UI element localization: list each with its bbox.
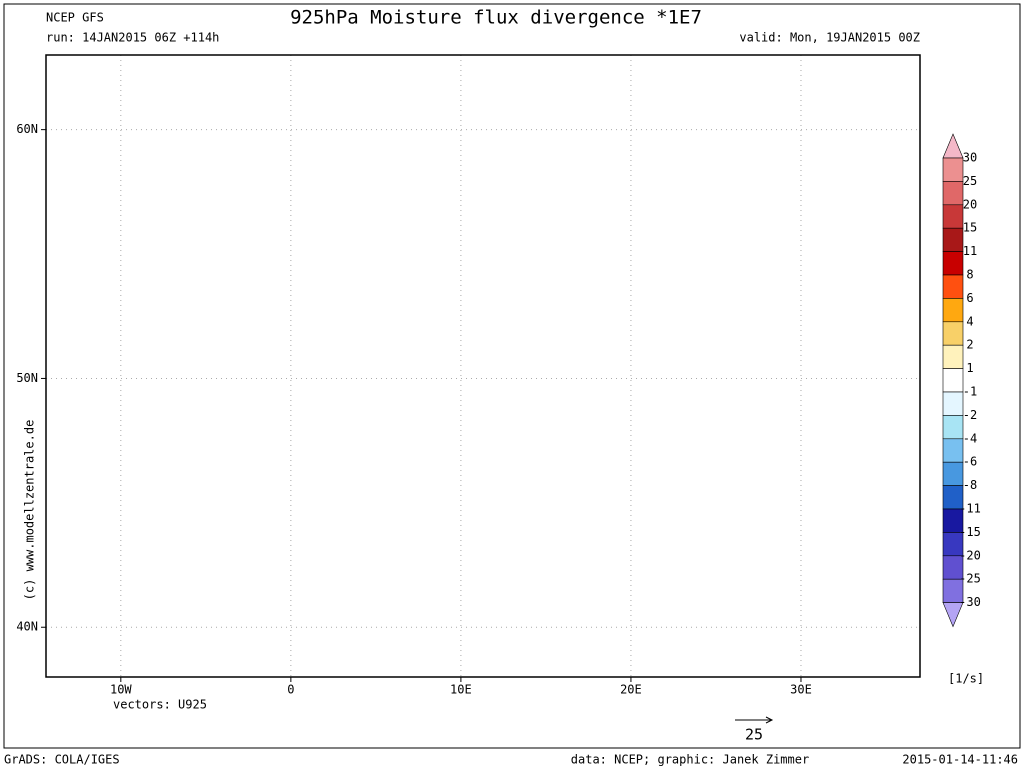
- colorbar-label: -6: [963, 455, 977, 469]
- reference-arrowhead: [765, 716, 774, 724]
- colorbar-label: -20: [959, 548, 981, 562]
- run-info: run: 14JAN2015 06Z +114h: [46, 31, 219, 45]
- colorbar-band: [942, 298, 964, 323]
- source-credit: data: NCEP; graphic: Janek Zimmer: [571, 753, 809, 767]
- colorbar-band: [942, 274, 964, 299]
- x-tick-label: 10E: [450, 683, 472, 697]
- y-tick-label: 40N: [16, 620, 38, 634]
- colorbar-label: 8: [966, 268, 973, 282]
- colorbar-label: 6: [966, 291, 973, 305]
- colorbar-label: 20: [963, 197, 977, 211]
- colorbar-band: [942, 227, 964, 252]
- colorbar-unit: [1/s]: [948, 672, 984, 686]
- colorbar-band: [942, 321, 964, 346]
- colorbar-band: [942, 204, 964, 229]
- colorbar-label: 4: [966, 314, 973, 328]
- colorbar-band: [942, 391, 964, 416]
- valid-time: valid: Mon, 19JAN2015 00Z: [739, 31, 920, 45]
- colorbar-band: [942, 181, 964, 206]
- colorbar-label: 2: [966, 338, 973, 352]
- colorbar-band: [942, 344, 964, 369]
- x-tick-label: 20E: [620, 683, 642, 697]
- colorbar-band: [942, 368, 964, 393]
- y-tick-label: 50N: [16, 371, 38, 385]
- frame: [3, 3, 1021, 749]
- colorbar-label: 11: [963, 244, 977, 258]
- title: 925hPa Moisture flux divergence *1E7: [290, 7, 702, 29]
- colorbar-label: -11: [959, 502, 981, 516]
- colorbar-cap: [942, 602, 964, 628]
- x-tick-label: 0: [287, 683, 294, 697]
- colorbar-band: [942, 415, 964, 440]
- site-credit: (c) www.modellzentrale.de: [23, 420, 37, 601]
- colorbar-band: [942, 157, 964, 182]
- colorbar-band: [942, 461, 964, 486]
- software-credit: GrADS: COLA/IGES: [4, 753, 120, 767]
- timestamp: 2015-01-14-11:46: [902, 753, 1018, 767]
- map-frame: [45, 54, 921, 678]
- vector-label: vectors: U925: [113, 698, 207, 712]
- colorbar-label: -25: [959, 572, 981, 586]
- colorbar-label: 25: [963, 174, 977, 188]
- colorbar-label: -30: [959, 595, 981, 609]
- colorbar-label: -15: [959, 525, 981, 539]
- colorbar-label: -2: [963, 408, 977, 422]
- colorbar-band: [942, 438, 964, 463]
- model-name: NCEP GFS: [46, 11, 104, 25]
- colorbar-label: -1: [963, 385, 977, 399]
- reference-label: 25: [745, 726, 763, 744]
- x-tick-label: 30E: [790, 683, 812, 697]
- colorbar-label: -8: [963, 478, 977, 492]
- colorbar-label: 1: [966, 361, 973, 375]
- y-tick-label: 60N: [16, 122, 38, 136]
- colorbar-label: 30: [963, 151, 977, 165]
- x-tick-label: 10W: [110, 683, 132, 697]
- colorbar-band: [942, 251, 964, 276]
- colorbar-label: 15: [963, 221, 977, 235]
- colorbar-label: -4: [963, 431, 977, 445]
